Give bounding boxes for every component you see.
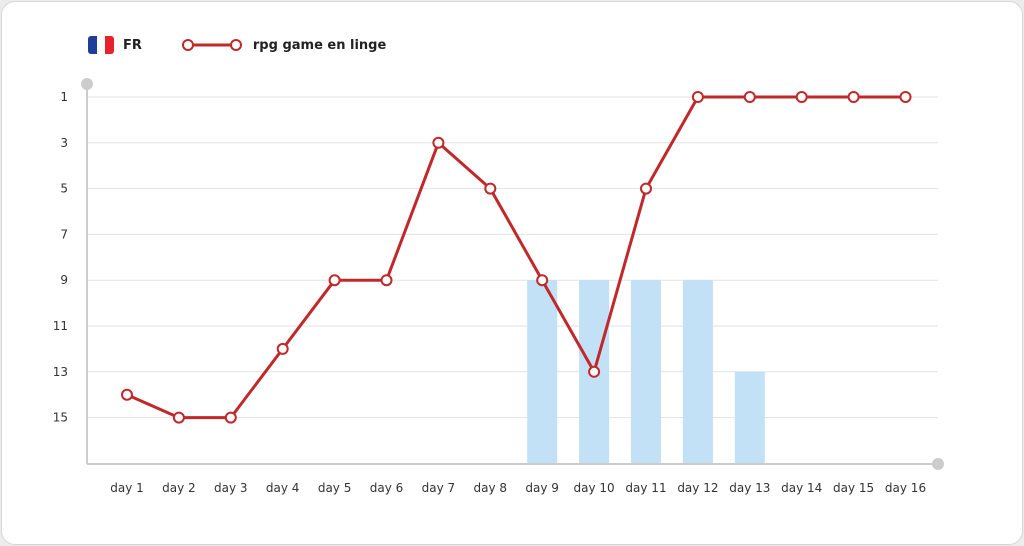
- flag-stripe-white: [96, 36, 106, 54]
- x-tick-9: day 9: [525, 481, 559, 495]
- x-tick-16: day 16: [885, 481, 926, 495]
- y-tick-9: 9: [60, 273, 68, 287]
- point-day-13: [743, 91, 756, 103]
- point-day-9: [536, 274, 549, 287]
- flag-stripe-blue: [88, 36, 97, 54]
- point-day-7: [432, 136, 445, 149]
- y-axis-end-dot: [81, 78, 93, 90]
- x-tick-13: day 13: [729, 481, 770, 495]
- bar-day-13: [734, 371, 765, 464]
- point-day-8: [484, 182, 497, 195]
- legend-country-label: FR: [123, 37, 142, 53]
- y-tick-13: 13: [53, 365, 68, 379]
- point-day-4: [276, 342, 289, 355]
- x-tick-labels: day 1 day 2 day 3 day 4 day 5 day 6 day 7 day 8…: [110, 481, 926, 495]
- legend-marker-end: [229, 39, 242, 51]
- point-day-5: [328, 274, 341, 287]
- point-day-16: [899, 91, 912, 103]
- legend-line-marker-icon: [181, 39, 242, 51]
- point-day-11: [640, 182, 652, 195]
- x-tick-4: day 4: [266, 481, 300, 495]
- point-day-2: [172, 411, 185, 424]
- x-tick-15: day 15: [833, 481, 874, 495]
- bar-day-12: [682, 280, 713, 464]
- x-tick-11: day 11: [625, 481, 666, 495]
- point-day-3: [224, 411, 237, 424]
- point-day-15: [847, 91, 860, 103]
- x-tick-6: day 6: [370, 481, 404, 495]
- x-tick-12: day 12: [677, 481, 718, 495]
- legend-series-label: rpg game en linge: [252, 37, 387, 53]
- bar-day-11: [631, 280, 661, 464]
- series-line: [126, 95, 906, 420]
- x-tick-14: day 14: [781, 481, 822, 495]
- x-tick-1: day 1: [110, 481, 144, 495]
- grid-lines: [87, 96, 938, 419]
- legend: FR rpg game en linge: [88, 34, 386, 56]
- flag-stripe-red: [105, 36, 114, 54]
- y-tick-3: 3: [60, 136, 68, 150]
- point-day-6: [380, 274, 393, 287]
- y-tick-5: 5: [60, 182, 68, 196]
- point-day-1: [121, 388, 133, 401]
- bar-series: [527, 280, 765, 464]
- x-tick-5: day 5: [318, 481, 352, 495]
- y-tick-11: 11: [53, 319, 68, 333]
- x-tick-7: day 7: [422, 481, 456, 495]
- x-tick-8: day 8: [474, 481, 508, 495]
- point-day-10: [588, 365, 601, 378]
- legend-marker-start: [181, 39, 194, 51]
- bar-day-9: [527, 280, 558, 464]
- x-tick-3: day 3: [214, 481, 248, 495]
- x-tick-10: day 10: [574, 481, 615, 495]
- y-tick-1: 1: [60, 90, 68, 104]
- x-tick-2: day 2: [162, 481, 196, 495]
- point-day-12: [691, 91, 704, 103]
- x-axis-end-dot: [932, 458, 944, 470]
- point-day-14: [795, 91, 808, 103]
- line-series: [121, 91, 912, 424]
- france-flag-icon: [88, 36, 114, 54]
- axes: [81, 78, 944, 470]
- y-tick-15: 15: [53, 411, 68, 425]
- legend-series-item[interactable]: rpg game en linge: [181, 37, 387, 53]
- y-tick-7: 7: [60, 227, 68, 241]
